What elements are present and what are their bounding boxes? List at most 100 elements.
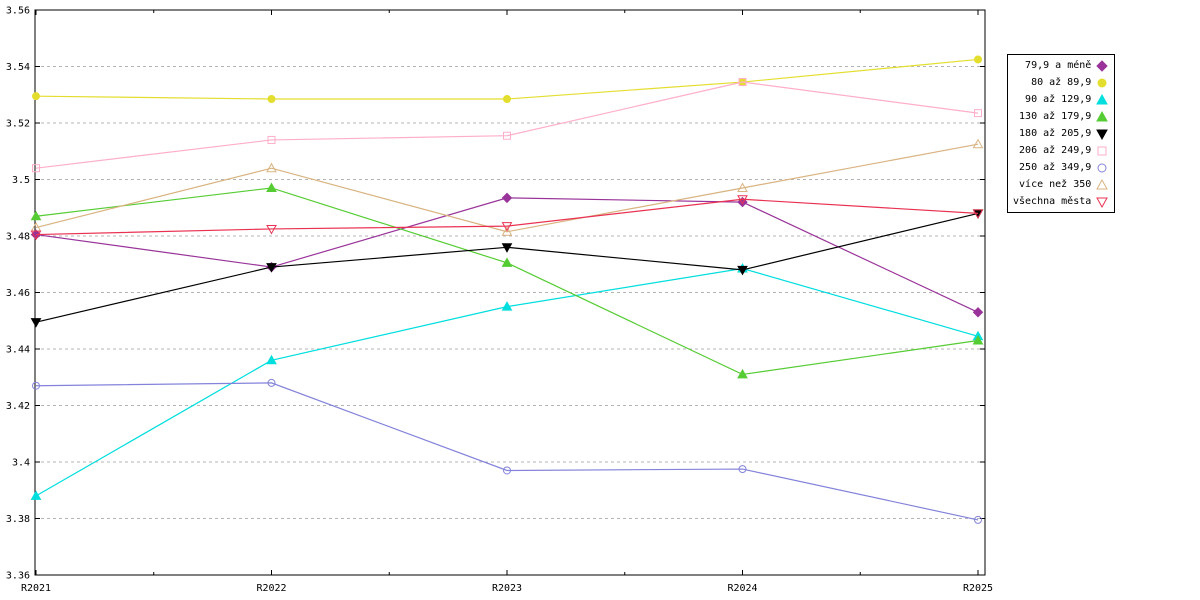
circle-marker-icon bbox=[1097, 163, 1107, 172]
chart-series bbox=[30, 262, 984, 500]
series-line bbox=[35, 198, 979, 236]
legend-label: 79,9 a méně bbox=[1025, 60, 1092, 71]
circle-marker-icon bbox=[1097, 78, 1107, 87]
legend-label: 180 až 205,9 bbox=[1019, 128, 1092, 139]
chart-series bbox=[32, 55, 982, 103]
legend-label: více než 350 bbox=[1019, 179, 1092, 190]
triangle-up-marker-icon bbox=[1096, 93, 1109, 104]
data-point-marker bbox=[266, 263, 277, 273]
triangle-down-marker-icon bbox=[1096, 129, 1109, 140]
y-axis-label: 3.56 bbox=[6, 6, 30, 17]
data-point-marker bbox=[32, 381, 40, 390]
chart-series bbox=[30, 138, 984, 236]
data-point-marker bbox=[267, 135, 276, 144]
y-axis-label: 3.4 bbox=[12, 458, 30, 469]
data-point-marker bbox=[501, 226, 513, 236]
data-point-marker bbox=[30, 318, 42, 328]
data-point-marker bbox=[737, 182, 748, 192]
legend-item: všechna města bbox=[1013, 193, 1109, 210]
triangle-up-marker-icon bbox=[1096, 110, 1109, 121]
circle-marker-icon bbox=[1097, 78, 1107, 87]
data-point-marker bbox=[737, 195, 748, 205]
y-axis-labels: 3.56 3.54 3.52 3.5 3.48 3.46 3.44 3.42 3.4 3.38 3.… bbox=[6, 6, 30, 582]
axis-ticks bbox=[35, 9, 985, 576]
data-point-marker bbox=[501, 222, 513, 232]
triangle-up-marker-icon bbox=[1096, 93, 1109, 104]
x-axis-label: R2021 bbox=[21, 583, 51, 594]
series-line bbox=[35, 187, 979, 376]
triangle-up-marker-icon bbox=[1096, 110, 1109, 121]
square-marker-icon bbox=[1097, 146, 1107, 155]
data-point-marker bbox=[503, 94, 511, 103]
data-point-marker bbox=[972, 138, 984, 149]
series-line bbox=[35, 58, 979, 100]
triangle-down-marker-icon bbox=[1096, 197, 1109, 208]
square-marker-icon bbox=[1097, 146, 1107, 155]
data-point-marker bbox=[737, 265, 748, 276]
y-axis-label: 3.44 bbox=[6, 345, 30, 356]
chart-series bbox=[32, 378, 982, 524]
data-point-marker bbox=[30, 210, 42, 221]
diamond-marker-icon bbox=[1096, 59, 1108, 72]
x-axis-label: R2024 bbox=[727, 583, 757, 594]
legend: 79,9 a méně 80 až 89,9 90 až 129,9 130 až 1… bbox=[1007, 54, 1116, 213]
data-point-marker bbox=[503, 131, 511, 140]
legend-label: 90 až 129,9 bbox=[1025, 94, 1092, 105]
triangle-down-marker-icon bbox=[1096, 197, 1109, 208]
data-point-marker bbox=[501, 301, 513, 311]
data-point-marker bbox=[972, 335, 984, 345]
data-point-marker bbox=[738, 78, 747, 87]
y-axis-label: 3.36 bbox=[6, 571, 30, 582]
data-point-marker bbox=[266, 224, 277, 235]
data-point-marker bbox=[738, 465, 747, 474]
data-point-marker bbox=[974, 109, 982, 118]
data-point-marker bbox=[974, 515, 982, 524]
y-axis-label: 3.48 bbox=[6, 232, 30, 243]
diamond-marker-icon bbox=[1096, 59, 1108, 72]
legend-item: 206 až 249,9 bbox=[1013, 142, 1109, 159]
x-axis-labels: R2021 R2022 R2023 R2024 R2025 bbox=[21, 583, 993, 594]
x-axis-label: R2022 bbox=[256, 583, 286, 594]
data-point-marker bbox=[501, 243, 513, 253]
chart-series bbox=[30, 195, 984, 241]
series-line bbox=[35, 81, 979, 169]
data-point-marker bbox=[30, 490, 42, 500]
data-point-marker bbox=[972, 209, 984, 219]
data-point-marker bbox=[266, 182, 277, 192]
legend-item: 180 až 205,9 bbox=[1013, 125, 1109, 142]
legend-item: 130 až 179,9 bbox=[1013, 108, 1109, 125]
y-axis-label: 3.5 bbox=[12, 175, 30, 186]
data-point-marker bbox=[32, 164, 40, 173]
x-axis-label: R2025 bbox=[963, 583, 993, 594]
data-point-marker bbox=[501, 257, 513, 267]
legend-item: 250 až 349,9 bbox=[1013, 159, 1109, 176]
series-line bbox=[35, 382, 979, 521]
data-point-marker bbox=[737, 368, 748, 379]
x-axis-label: R2023 bbox=[492, 583, 522, 594]
data-point-marker bbox=[974, 55, 982, 64]
y-axis-label: 3.54 bbox=[6, 62, 30, 73]
data-point-marker bbox=[30, 230, 42, 241]
legend-item: 80 až 89,9 bbox=[1013, 74, 1109, 91]
data-point-marker bbox=[266, 354, 277, 365]
legend-item: 90 až 129,9 bbox=[1013, 91, 1109, 108]
chart-series bbox=[30, 209, 984, 328]
y-axis-label: 3.52 bbox=[6, 119, 30, 130]
data-point-marker bbox=[266, 162, 277, 173]
data-point-marker bbox=[501, 192, 513, 204]
legend-item: více než 350 bbox=[1013, 176, 1109, 193]
legend-label: 80 až 89,9 bbox=[1031, 77, 1092, 88]
legend-item: 79,9 a méně bbox=[1013, 57, 1109, 74]
chart-series bbox=[30, 182, 984, 379]
legend-label: 206 až 249,9 bbox=[1019, 145, 1092, 156]
data-point-marker bbox=[503, 466, 511, 475]
legend-label: 130 až 179,9 bbox=[1019, 111, 1092, 122]
triangle-up-marker-icon bbox=[1096, 178, 1109, 189]
legend-label: 250 až 349,9 bbox=[1019, 162, 1092, 173]
triangle-up-marker-icon bbox=[1096, 178, 1109, 189]
legend-label: všechna města bbox=[1013, 196, 1092, 207]
series-line bbox=[35, 143, 979, 233]
y-axis-label: 3.46 bbox=[6, 288, 30, 299]
data-point-marker bbox=[32, 92, 40, 101]
